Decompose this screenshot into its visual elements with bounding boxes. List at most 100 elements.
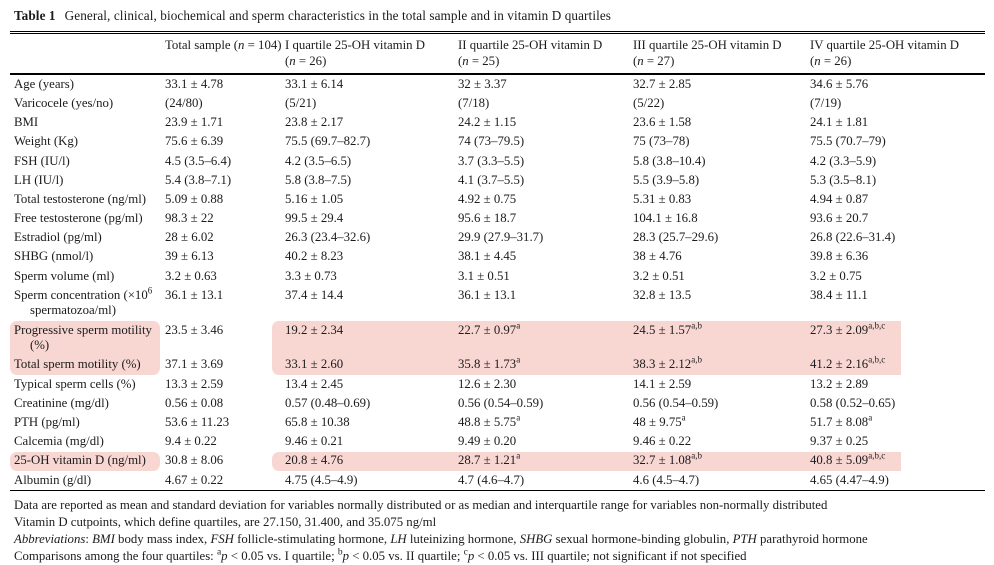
- cell: 32 ± 3.37: [456, 75, 631, 94]
- text-part: spermatozoa/ml): [30, 303, 116, 318]
- cell-value: 4.2 (3.5–6.5): [285, 153, 352, 168]
- footnote: Vitamin D cutpoints, which define quarti…: [14, 514, 992, 531]
- row-label: Free testosterone (pg/ml): [10, 209, 160, 228]
- cell-superscript: a: [516, 412, 521, 423]
- header-cell: I quartile 25-OH vitamin D (n = 26): [272, 34, 456, 75]
- cell: 33.1 ± 2.60: [272, 355, 456, 375]
- cell-value: 14.1 ± 2.59: [633, 376, 692, 391]
- header-cell: Total sample (n = 104): [160, 34, 282, 75]
- cell: 12.6 ± 2.30: [456, 375, 631, 394]
- text-part: Sperm concentration (×10: [14, 287, 148, 302]
- text-part: 25-OH vitamin D (ng/ml): [14, 453, 146, 468]
- text-part: Total sample (: [165, 38, 239, 52]
- row-label: Sperm concentration (×106 spermatozoa/ml…: [10, 286, 160, 321]
- text-part: Abbreviations: [14, 531, 86, 546]
- cell-value: 3.2 ± 0.75: [810, 268, 862, 283]
- cell-value: 3.2 ± 0.51: [633, 268, 685, 283]
- cell-value: 36.1 ± 13.1: [458, 287, 517, 302]
- text-part: LH (IU/l): [14, 172, 64, 187]
- cell-value: 75.5 (69.7–82.7): [285, 134, 371, 149]
- cell: 93.6 ± 20.7: [806, 209, 985, 228]
- text-part: = 26): [820, 54, 852, 68]
- cell: 99.5 ± 29.4: [272, 209, 456, 228]
- cell-value: 38.1 ± 4.45: [458, 249, 517, 264]
- cell-value: 3.3 ± 0.73: [285, 268, 337, 283]
- row-label: Age (years): [10, 75, 160, 94]
- text-part: (: [810, 54, 815, 68]
- text-part: parathyroid hormone: [756, 531, 868, 546]
- text-part: Data are reported as mean and standard d…: [14, 497, 828, 512]
- table-row: Creatinine (mg/dl) 0.56 ± 0.08 0.57 (0.48–…: [10, 394, 985, 413]
- cell: 95.6 ± 18.7: [456, 209, 631, 228]
- text-part: BMI: [14, 115, 39, 130]
- table-row: Sperm volume (ml) 3.2 ± 0.63 3.3 ± 0.73 3.1…: [10, 267, 985, 286]
- cell-value: 51.7 ± 8.08: [810, 414, 869, 429]
- cell-value: (24/80): [165, 95, 203, 110]
- cell-value: 48.8 ± 5.75: [458, 414, 517, 429]
- header-line: Total sample (n = 104): [165, 37, 282, 53]
- cell-value: 75.6 ± 6.39: [165, 134, 224, 149]
- cell: 75.5 (69.7–82.7): [272, 133, 456, 152]
- cell: 48 ± 9.75a: [631, 413, 806, 432]
- cell: 20.8 ± 4.76: [272, 451, 456, 471]
- text-part: Sperm volume (ml): [14, 268, 115, 283]
- header-line: II quartile 25-OH vitamin D: [458, 37, 630, 53]
- cell-value: 33.1 ± 2.60: [285, 357, 344, 372]
- cell: 28.3 (25.7–29.6): [631, 229, 806, 248]
- cell: 5.31 ± 0.83: [631, 190, 806, 209]
- cell: 23.6 ± 1.58: [631, 113, 806, 132]
- cell: 0.56 ± 0.08: [160, 394, 272, 413]
- cell-value: 0.56 (0.54–0.59): [458, 395, 544, 410]
- row-label: Sperm volume (ml): [10, 267, 160, 286]
- text-part: (: [633, 54, 638, 68]
- cell-value: 5.09 ± 0.88: [165, 191, 224, 206]
- text-part: PTH: [732, 531, 757, 546]
- cell: 19.2 ± 2.34: [272, 320, 456, 356]
- row-label: PTH (pg/ml): [10, 413, 160, 432]
- header-line: III quartile 25-OH vitamin D: [633, 37, 805, 53]
- cell: 75.5 (70.7–79): [806, 133, 985, 152]
- table-row: SHBG (nmol/l) 39 ± 6.13 40.2 ± 8.23 38.1 ± …: [10, 248, 985, 267]
- table-body: Age (years) 33.1 ± 4.78 33.1 ± 6.14 32 ± 3.…: [10, 75, 985, 491]
- table-row: 25-OH vitamin D (ng/ml) 30.8 ± 8.06 20.8 ±…: [10, 451, 985, 471]
- cell-value: 26.8 (22.6–31.4): [810, 230, 896, 245]
- superscript-text: 6: [147, 285, 153, 296]
- header-cell: II quartile 25-OH vitamin D (n = 25): [456, 34, 631, 75]
- table-row: Total testosterone (ng/ml) 5.09 ± 0.88 5.1…: [10, 190, 985, 209]
- cell-value: 5.4 (3.8–7.1): [165, 172, 232, 187]
- text-part: n: [289, 54, 296, 68]
- table-row: Typical sperm cells (%) 13.3 ± 2.59 13.4 ±…: [10, 375, 985, 394]
- cell: 40.8 ± 5.09a,b,c: [806, 451, 985, 471]
- cell: 4.94 ± 0.87: [806, 190, 985, 209]
- cell-value: 3.1 ± 0.51: [458, 268, 510, 283]
- cell: 28.7 ± 1.21a: [456, 451, 631, 471]
- cell-value: 4.7 (4.6–4.7): [458, 472, 525, 487]
- cell-value: 33.1 ± 4.78: [165, 76, 224, 91]
- cell: 27.3 ± 2.09a,b,c: [806, 320, 985, 356]
- cell-value: 0.56 (0.54–0.59): [633, 395, 719, 410]
- cell-value: 5.3 (3.5–8.1): [810, 172, 877, 187]
- cell: (5/22): [631, 94, 806, 113]
- cell: 23.8 ± 2.17: [272, 113, 456, 132]
- text-part: (: [458, 54, 463, 68]
- text-part: Creatinine (mg/dl): [14, 395, 109, 410]
- text-part: luteinizing hormone,: [406, 531, 520, 546]
- cell: 33.1 ± 4.78: [160, 75, 272, 94]
- cell: 9.4 ± 0.22: [160, 432, 272, 451]
- text-part: n: [814, 54, 821, 68]
- cell-value: 27.3 ± 2.09: [810, 322, 869, 337]
- cell-superscript: a: [868, 412, 873, 423]
- cell: 41.2 ± 2.16a,b,c: [806, 355, 985, 375]
- cell: (24/80): [160, 94, 272, 113]
- cell: 28 ± 6.02: [160, 229, 272, 248]
- header-cell: [10, 34, 160, 75]
- cell-value: 4.94 ± 0.87: [810, 191, 869, 206]
- text-part: p: [221, 548, 228, 563]
- row-label: Creatinine (mg/dl): [10, 394, 160, 413]
- text-part: Vitamin D cutpoints, which define quarti…: [14, 514, 437, 529]
- cell-value: 9.37 ± 0.25: [810, 434, 869, 449]
- cell: 40.2 ± 8.23: [272, 248, 456, 267]
- table-caption: Table 1 General, clinical, biochemical an…: [14, 8, 994, 24]
- text-part: FSH (IU/l): [14, 153, 70, 168]
- cell: 30.8 ± 8.06: [160, 452, 272, 471]
